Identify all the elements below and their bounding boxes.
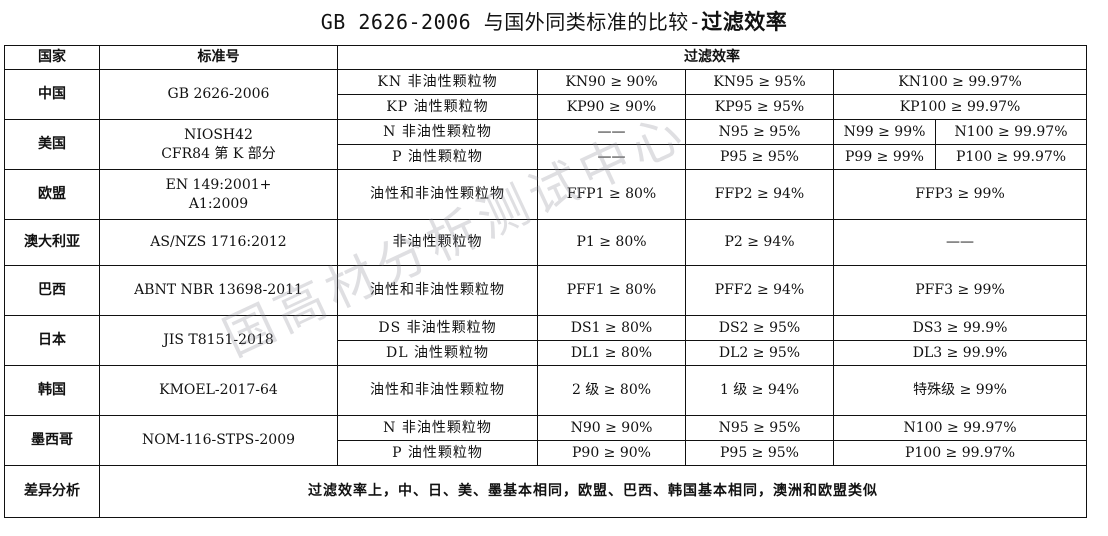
- efficiency-cell: 1 级 ≥ 94%: [685, 365, 834, 416]
- efficiency-cell: FFP3 ≥ 99%: [832, 169, 1088, 220]
- efficiency-cell: DS1 ≥ 80%: [537, 315, 686, 341]
- efficiency-cell: P90 ≥ 90%: [537, 440, 686, 466]
- efficiency-cell: P100 ≥ 99.97%: [832, 440, 1088, 466]
- efficiency-cell: N95 ≥ 95%: [685, 415, 834, 441]
- efficiency-cell: P100 ≥ 99.97%: [934, 144, 1088, 170]
- table-row: KP 油性颗粒物 KP90 ≥ 90% KP95 ≥ 95% KP100 ≥ 9…: [5, 94, 1088, 120]
- efficiency-cell: PFF1 ≥ 80%: [537, 265, 686, 316]
- efficiency-cell: ——: [537, 144, 686, 170]
- efficiency-cell: FFP2 ≥ 94%: [685, 169, 834, 220]
- table-row: DL 油性颗粒物 DL1 ≥ 80% DL2 ≥ 95% DL3 ≥ 99.9%: [5, 340, 1088, 366]
- particle-type: 油性和非油性颗粒物: [337, 169, 538, 220]
- efficiency-cell: DL2 ≥ 95%: [685, 340, 834, 366]
- title-bold: 过滤效率: [701, 10, 788, 34]
- standard-australia: AS/NZS 1716:2012: [99, 219, 338, 266]
- header-row: 国家 标准号 过滤效率: [4, 45, 1088, 70]
- standard-korea: KMOEL-2017-64: [99, 365, 338, 416]
- efficiency-cell: N100 ≥ 99.97%: [832, 415, 1088, 441]
- standard-line: EN 149:2001+: [165, 176, 272, 193]
- standard-eu: EN 149:2001+ A1:2009: [99, 169, 338, 220]
- particle-type: DL 油性颗粒物: [337, 340, 538, 366]
- particle-type: N 非油性颗粒物: [337, 415, 538, 441]
- header-efficiency: 过滤效率: [336, 45, 1088, 70]
- efficiency-cell: KN95 ≥ 95%: [685, 69, 834, 95]
- country-china: 中国: [4, 69, 100, 120]
- summary-row: 差异分析 过滤效率上，中、日、美、墨基本相同，欧盟、巴西、韩国基本相同，澳洲和欧…: [4, 465, 1088, 518]
- particle-type: N 非油性颗粒物: [337, 119, 538, 145]
- standard-line: CFR84 第 K 部分: [161, 145, 276, 162]
- country-mexico: 墨西哥: [4, 415, 100, 466]
- efficiency-cell: DS3 ≥ 99.9%: [832, 315, 1088, 341]
- particle-type: KN 非油性颗粒物: [337, 69, 538, 95]
- comparison-table: 国家 标准号 过滤效率 中国 GB 2626-2006 KN 非油性颗粒物 KN…: [4, 45, 1088, 518]
- efficiency-cell: PFF3 ≥ 99%: [832, 265, 1088, 316]
- table-row: 日本 JIS T8151-2018 DS 非油性颗粒物 DS1 ≥ 80% DS…: [4, 315, 1088, 366]
- standard-usa: NIOSH42 CFR84 第 K 部分: [99, 119, 338, 170]
- standard-china: GB 2626-2006: [99, 69, 338, 120]
- efficiency-cell: P2 ≥ 94%: [685, 219, 834, 266]
- efficiency-cell: ——: [537, 119, 686, 145]
- table-row: 美国 NIOSH42 CFR84 第 K 部分 N 非油性颗粒物 —— N95 …: [4, 119, 1088, 170]
- table-row: P 油性颗粒物 P90 ≥ 90% P95 ≥ 95% P100 ≥ 99.97…: [5, 440, 1088, 466]
- particle-type: KP 油性颗粒物: [337, 94, 538, 120]
- standard-line: NIOSH42: [184, 126, 253, 143]
- particle-type: 油性和非油性颗粒物: [337, 365, 538, 416]
- efficiency-cell: P95 ≥ 95%: [685, 440, 834, 466]
- header-standard: 标准号: [99, 45, 338, 70]
- table-row: 澳大利亚 AS/NZS 1716:2012 非油性颗粒物 P1 ≥ 80% P2…: [4, 219, 1088, 266]
- table-row: 欧盟 EN 149:2001+ A1:2009 油性和非油性颗粒物 FFP1 ≥…: [4, 169, 1088, 220]
- efficiency-cell: N99 ≥ 99%: [833, 119, 936, 145]
- standard-line: A1:2009: [188, 195, 249, 212]
- table-row: 墨西哥 NOM-116-STPS-2009 N 非油性颗粒物 N90 ≥ 90%…: [4, 415, 1088, 466]
- table-row: 巴西 ABNT NBR 13698-2011 油性和非油性颗粒物 PFF1 ≥ …: [4, 265, 1088, 316]
- efficiency-cell: PFF2 ≥ 94%: [685, 265, 834, 316]
- standard-japan: JIS T8151-2018: [99, 315, 338, 366]
- table-row: P 油性颗粒物 —— P95 ≥ 95% P99 ≥ 99% P100 ≥ 99…: [5, 144, 1088, 170]
- particle-type: 油性和非油性颗粒物: [337, 265, 538, 316]
- efficiency-cell: 特殊级 ≥ 99%: [832, 365, 1088, 416]
- efficiency-cell: KP90 ≥ 90%: [537, 94, 686, 120]
- efficiency-cell: KP95 ≥ 95%: [685, 94, 834, 120]
- country-usa: 美国: [4, 119, 100, 170]
- efficiency-cell: N90 ≥ 90%: [537, 415, 686, 441]
- particle-type: 非油性颗粒物: [337, 219, 538, 266]
- particle-type: P 油性颗粒物: [337, 144, 538, 170]
- efficiency-cell: N95 ≥ 95%: [685, 119, 834, 145]
- efficiency-cell: 2 级 ≥ 80%: [537, 365, 686, 416]
- standard-mexico: NOM-116-STPS-2009: [99, 415, 338, 466]
- page-title: GB 2626-2006 与国外同类标准的比较-过滤效率: [0, 6, 1108, 38]
- efficiency-cell: DL3 ≥ 99.9%: [832, 340, 1088, 366]
- efficiency-cell: FFP1 ≥ 80%: [537, 169, 686, 220]
- summary-text: 过滤效率上，中、日、美、墨基本相同，欧盟、巴西、韩国基本相同，澳洲和欧盟类似: [98, 465, 1088, 518]
- header-country: 国家: [4, 45, 100, 70]
- country-japan: 日本: [4, 315, 100, 366]
- country-brazil: 巴西: [4, 265, 100, 316]
- efficiency-cell: N100 ≥ 99.97%: [934, 119, 1088, 145]
- summary-label: 差异分析: [4, 465, 100, 518]
- efficiency-cell: P1 ≥ 80%: [537, 219, 686, 266]
- particle-type: P 油性颗粒物: [337, 440, 538, 466]
- table-row: 韩国 KMOEL-2017-64 油性和非油性颗粒物 2 级 ≥ 80% 1 级…: [4, 365, 1088, 416]
- table-row: 中国 GB 2626-2006 KN 非油性颗粒物 KN90 ≥ 90% KN9…: [4, 69, 1088, 120]
- efficiency-cell: ——: [832, 219, 1088, 266]
- country-australia: 澳大利亚: [4, 219, 100, 266]
- country-korea: 韩国: [4, 365, 100, 416]
- country-eu: 欧盟: [4, 169, 100, 220]
- efficiency-cell: P99 ≥ 99%: [833, 144, 936, 170]
- title-prefix: GB 2626-2006 与国外同类标准的比较-: [320, 10, 702, 34]
- efficiency-cell: DS2 ≥ 95%: [685, 315, 834, 341]
- particle-type: DS 非油性颗粒物: [337, 315, 538, 341]
- efficiency-cell: KN100 ≥ 99.97%: [832, 69, 1088, 95]
- efficiency-cell: KP100 ≥ 99.97%: [832, 94, 1088, 120]
- standard-brazil: ABNT NBR 13698-2011: [99, 265, 338, 316]
- efficiency-cell: KN90 ≥ 90%: [537, 69, 686, 95]
- efficiency-cell: DL1 ≥ 80%: [537, 340, 686, 366]
- efficiency-cell: P95 ≥ 95%: [685, 144, 834, 170]
